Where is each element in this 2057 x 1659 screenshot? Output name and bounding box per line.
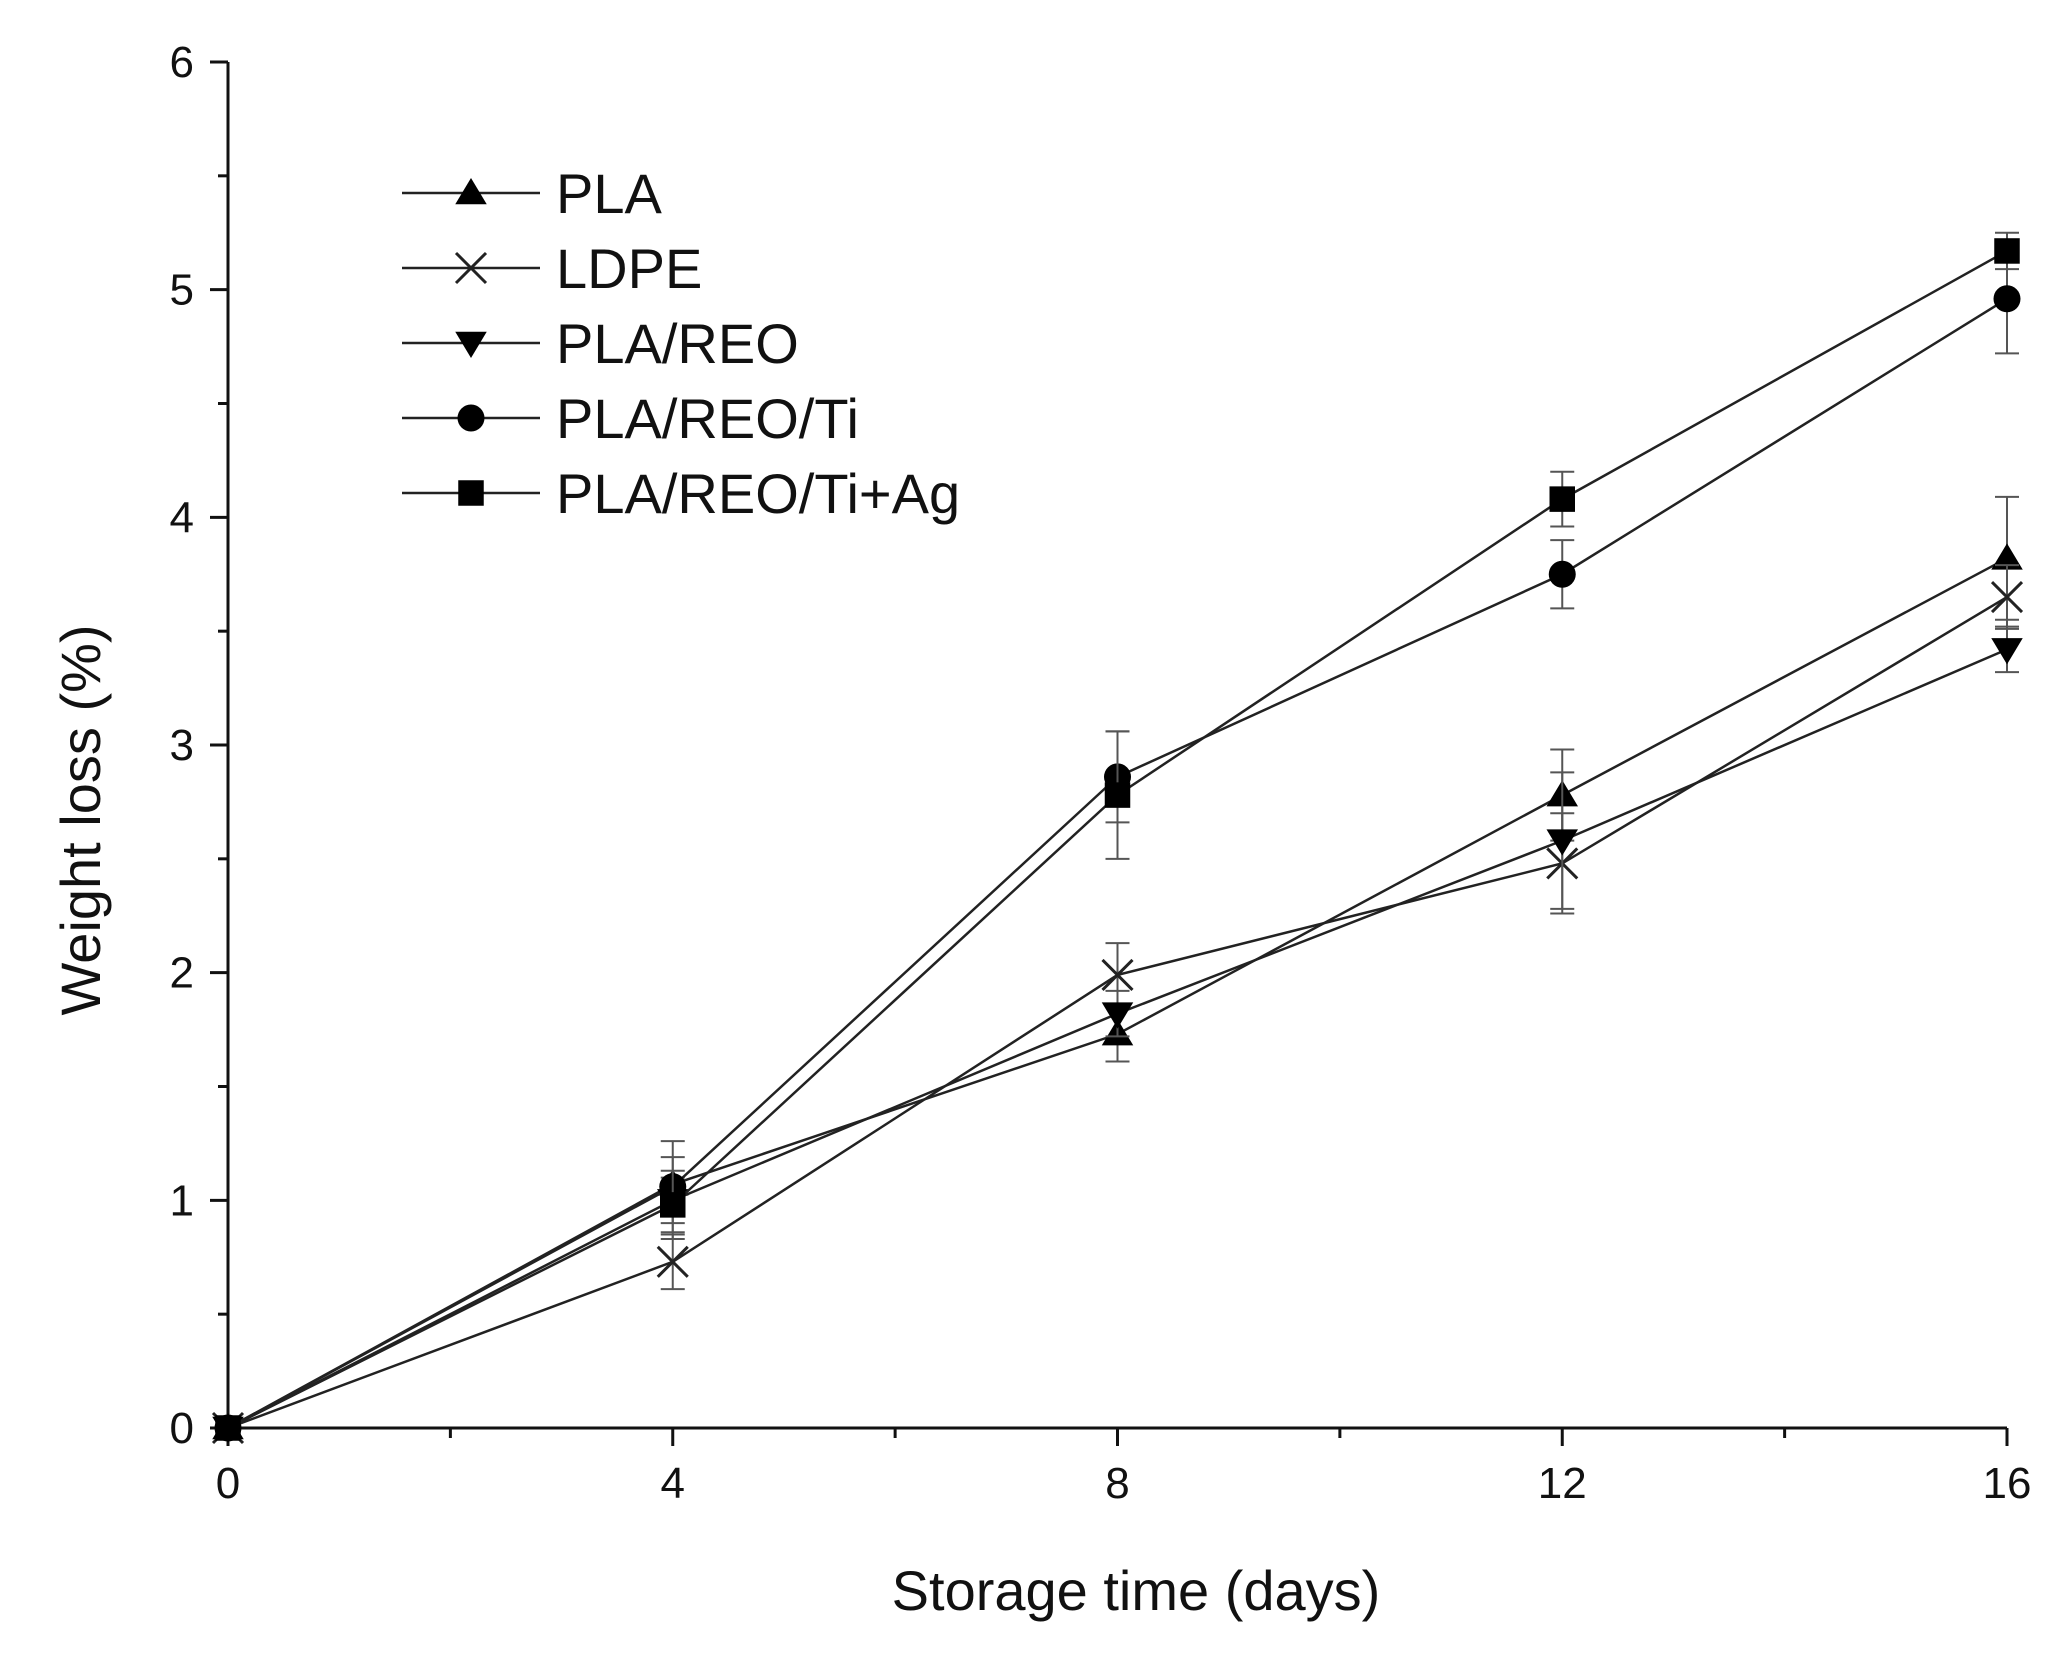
series-pla-reo-ti-ag xyxy=(215,231,2020,1441)
data-point xyxy=(1991,638,2023,665)
legend-label: PLA/REO/Ti xyxy=(556,387,859,450)
data-point xyxy=(1991,543,2023,570)
data-point xyxy=(1104,782,1131,808)
legend-label: PLA/REO/Ti+Ag xyxy=(556,462,960,525)
legend-item-pla-reo-ti-ag: PLA/REO/Ti+Ag xyxy=(402,462,960,525)
x-tick-label: 12 xyxy=(1538,1459,1587,1508)
y-tick-label: 5 xyxy=(170,266,194,315)
legend-item-pla: PLA xyxy=(402,162,662,225)
y-tick-label: 3 xyxy=(170,721,194,770)
data-point xyxy=(660,1192,686,1218)
y-tick-label: 0 xyxy=(170,1404,194,1453)
legend-item-pla-reo-ti: PLA/REO/Ti xyxy=(402,387,859,450)
y-tick-label: 6 xyxy=(170,38,194,87)
data-point xyxy=(1546,829,1578,856)
legend-marker xyxy=(458,480,484,506)
data-point xyxy=(1990,580,2024,614)
legend-marker xyxy=(454,251,488,285)
legend-label: PLA/REO xyxy=(556,312,799,375)
legend-item-pla-reo: PLA/REO xyxy=(402,312,799,375)
data-point xyxy=(1101,958,1134,992)
data-point xyxy=(1101,1002,1134,1029)
data-point xyxy=(1548,560,1576,588)
data-point xyxy=(215,1415,241,1441)
legend-label: LDPE xyxy=(556,237,702,300)
legend-marker xyxy=(455,178,487,205)
legend: PLA LDPE PLA/REO PLA/REO/Ti PLA/REO/Ti+Ag xyxy=(402,162,960,525)
x-tick-label: 0 xyxy=(216,1459,240,1508)
y-axis-title: Weight loss (%) xyxy=(49,624,112,1015)
legend-marker xyxy=(455,331,487,358)
data-point xyxy=(656,1245,689,1278)
legend-marker xyxy=(457,404,485,432)
x-tick-label: 16 xyxy=(1983,1459,2032,1508)
y-tick-label: 4 xyxy=(170,493,194,542)
y-tick-label: 1 xyxy=(170,1176,194,1225)
legend-label: PLA xyxy=(556,162,662,225)
data-point xyxy=(1549,486,1575,512)
x-axis-title: Storage time (days) xyxy=(892,1559,1381,1622)
plot-area xyxy=(211,231,2024,1445)
y-tick-label: 2 xyxy=(170,949,194,998)
x-tick-label: 8 xyxy=(1105,1459,1129,1508)
series-line xyxy=(227,297,2008,1430)
data-point xyxy=(1994,238,2020,264)
x-tick-label: 4 xyxy=(661,1459,685,1508)
data-point xyxy=(1993,285,2021,313)
legend-item-ldpe: LDPE xyxy=(402,237,702,300)
